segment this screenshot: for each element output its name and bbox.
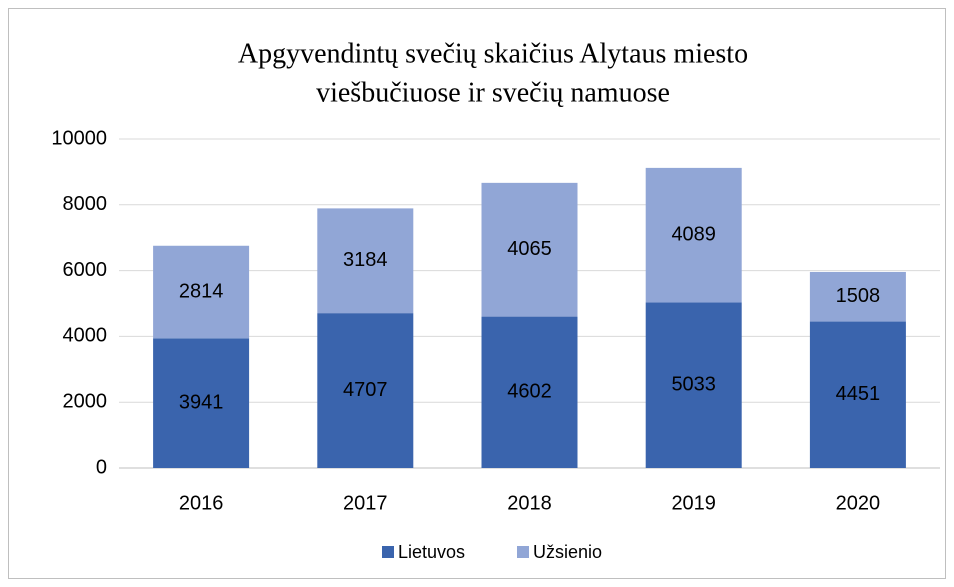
data-label: 4707: [343, 379, 388, 401]
data-label: 3941: [179, 391, 224, 413]
data-label: 4065: [507, 238, 552, 260]
bar-segment: [809, 271, 906, 322]
data-label: 5033: [671, 373, 716, 395]
x-tick-label: 2017: [343, 492, 388, 514]
data-label: 4602: [507, 381, 552, 403]
data-label: 4451: [836, 383, 881, 405]
data-label: 4089: [671, 223, 716, 245]
bar-segment: [153, 338, 250, 468]
bar-segment: [481, 182, 578, 317]
x-tick-label: 2016: [179, 492, 224, 514]
bar-segment: [481, 316, 578, 468]
y-tick-label: 0: [96, 456, 107, 478]
bar-segment: [645, 167, 742, 303]
y-tick-label: 6000: [63, 259, 108, 281]
bar-segment: [809, 321, 906, 468]
x-tick-label: 2019: [671, 492, 716, 514]
data-label: 1508: [836, 285, 881, 307]
bar-segment: [645, 302, 742, 468]
chart-title: Apgyvendintų svečių skaičius Alytaus mie…: [238, 38, 748, 69]
legend-label: Užsienio: [533, 542, 602, 562]
legend-label: Lietuvos: [398, 542, 465, 562]
legend-swatch: [382, 546, 394, 558]
chart-title: viešbučiuose ir svečių namuose: [316, 77, 670, 108]
bar-segment: [317, 208, 414, 314]
x-tick-label: 2020: [836, 492, 881, 514]
y-tick-label: 2000: [63, 390, 108, 412]
data-label: 3184: [343, 249, 388, 271]
y-tick-label: 8000: [63, 193, 108, 215]
y-tick-label: 10000: [51, 127, 107, 149]
data-label: 2814: [179, 280, 224, 302]
bar-segment: [317, 313, 414, 468]
bar-segment: [153, 245, 250, 339]
x-tick-label: 2018: [507, 492, 552, 514]
y-tick-label: 4000: [63, 325, 108, 347]
legend-swatch: [517, 546, 529, 558]
